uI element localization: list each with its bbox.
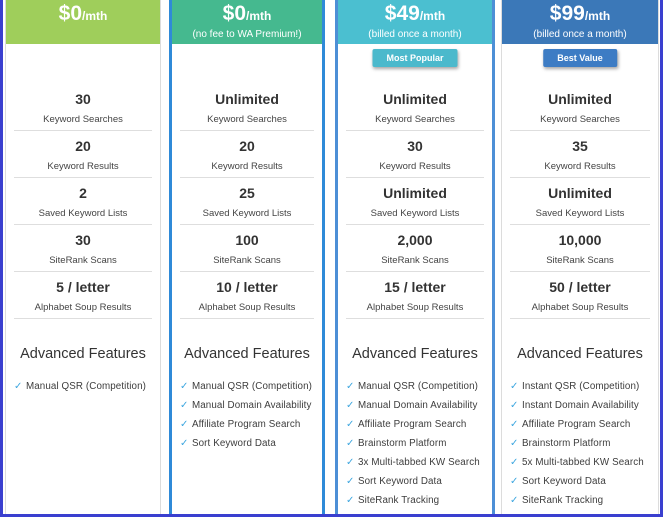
feature-item: ✓ Brainstorm Platform — [346, 434, 490, 453]
plan-49: $49/mth (billed once a month) Most Popul… — [335, 0, 495, 514]
stat-saved-lists: 2 Saved Keyword Lists — [14, 178, 152, 225]
stat-saved-lists: Unlimited Saved Keyword Lists — [510, 178, 650, 225]
stat-keyword-results: 20 Keyword Results — [180, 131, 314, 178]
feature-list: ✓ Manual QSR (Competition) ✓ Manual Domain… — [346, 377, 490, 510]
plan-stats: Unlimited Keyword Searches 35 Keyword Resu… — [510, 84, 650, 319]
check-icon: ✓ — [510, 381, 519, 392]
plan-price: $0/mth — [58, 2, 108, 25]
plan-stats: Unlimited Keyword Searches 20 Keyword Resu… — [180, 84, 314, 319]
advanced-features-title: Advanced Features — [20, 346, 146, 362]
stat-keyword-results: 30 Keyword Results — [346, 131, 484, 178]
stat-keyword-results: 20 Keyword Results — [14, 131, 152, 178]
badge-area: Most Popular — [338, 44, 492, 74]
check-icon: ✓ — [14, 381, 23, 392]
advanced-features-title: Advanced Features — [184, 346, 310, 362]
plan-wa-premium: $0/mth (no fee to WA Premium!) Unlimited… — [169, 0, 325, 514]
check-icon: ✓ — [346, 438, 355, 449]
plan-stats: Unlimited Keyword Searches 30 Keyword Resu… — [346, 84, 484, 319]
stat-alphabet-soup: 10 / letter Alphabet Soup Results — [180, 272, 314, 319]
check-icon: ✓ — [510, 438, 519, 449]
plan-header: $49/mth (billed once a month) — [338, 0, 492, 44]
feature-list: ✓ Manual QSR (Competition) — [14, 377, 158, 396]
plan-header: $0/mth — [6, 0, 160, 44]
feature-item: ✓ 3x Multi-tabbed KW Search — [346, 453, 490, 472]
plan-billing-note: (billed once a month) — [533, 29, 627, 40]
check-icon: ✓ — [346, 495, 355, 506]
stat-saved-lists: 25 Saved Keyword Lists — [180, 178, 314, 225]
feature-item: ✓ Brainstorm Platform — [510, 434, 656, 453]
stat-siterank-scans: 30 SiteRank Scans — [14, 225, 152, 272]
feature-item: ✓ Manual Domain Availability — [180, 396, 320, 415]
feature-item: ✓ Instant QSR (Competition) — [510, 377, 656, 396]
plan-billing-note: (no fee to WA Premium!) — [192, 29, 302, 40]
stat-saved-lists: Unlimited Saved Keyword Lists — [346, 178, 484, 225]
feature-item: ✓ Manual QSR (Competition) — [346, 377, 490, 396]
stat-keyword-searches: Unlimited Keyword Searches — [180, 84, 314, 131]
stat-keyword-searches: Unlimited Keyword Searches — [346, 84, 484, 131]
stat-alphabet-soup: 5 / letter Alphabet Soup Results — [14, 272, 152, 319]
check-icon: ✓ — [180, 438, 189, 449]
check-icon: ✓ — [180, 419, 189, 430]
stat-alphabet-soup: 15 / letter Alphabet Soup Results — [346, 272, 484, 319]
feature-item: ✓ Manual Domain Availability — [346, 396, 490, 415]
check-icon: ✓ — [346, 419, 355, 430]
feature-item: ✓ Manual QSR (Competition) — [14, 377, 158, 396]
check-icon: ✓ — [510, 457, 519, 468]
stat-siterank-scans: 2,000 SiteRank Scans — [346, 225, 484, 272]
plan-price: $99/mth — [549, 2, 611, 25]
feature-item: ✓ Sort Keyword Data — [180, 434, 320, 453]
feature-item: ✓ Affiliate Program Search — [510, 415, 656, 434]
plan-billing-note: (billed once a month) — [368, 29, 462, 40]
check-icon: ✓ — [346, 400, 355, 411]
feature-item: ✓ Instant Domain Availability — [510, 396, 656, 415]
check-icon: ✓ — [346, 381, 355, 392]
feature-list: ✓ Manual QSR (Competition) ✓ Manual Domain… — [180, 377, 320, 453]
plan-header: $99/mth (billed once a month) — [502, 0, 658, 44]
plan-stats: 30 Keyword Searches 20 Keyword Results 2 Sa… — [14, 84, 152, 319]
feature-item: ✓ Sort Keyword Data — [510, 472, 656, 491]
feature-list: ✓ Instant QSR (Competition) ✓ Instant Doma… — [510, 377, 656, 510]
check-icon: ✓ — [346, 476, 355, 487]
stat-siterank-scans: 100 SiteRank Scans — [180, 225, 314, 272]
check-icon: ✓ — [510, 476, 519, 487]
badge-area: Best Value — [502, 44, 658, 74]
check-icon: ✓ — [180, 381, 189, 392]
plan-price: $0/mth — [222, 2, 272, 25]
plan-99: $99/mth (billed once a month) Best Value… — [501, 0, 659, 514]
stat-siterank-scans: 10,000 SiteRank Scans — [510, 225, 650, 272]
stat-keyword-searches: 30 Keyword Searches — [14, 84, 152, 131]
stat-alphabet-soup: 50 / letter Alphabet Soup Results — [510, 272, 650, 319]
feature-item: ✓ Affiliate Program Search — [346, 415, 490, 434]
check-icon: ✓ — [510, 400, 519, 411]
check-icon: ✓ — [510, 419, 519, 430]
most-popular-badge: Most Popular — [372, 49, 458, 67]
plan-free: $0/mth 30 Keyword Searches 20 Keyword Resu… — [5, 0, 161, 514]
feature-item: ✓ 5x Multi-tabbed KW Search — [510, 453, 656, 472]
plan-header: $0/mth (no fee to WA Premium!) — [172, 0, 322, 44]
check-icon: ✓ — [510, 495, 519, 506]
check-icon: ✓ — [346, 457, 355, 468]
advanced-features-title: Advanced Features — [517, 346, 643, 362]
feature-item: ✓ Affiliate Program Search — [180, 415, 320, 434]
feature-item: ✓ Sort Keyword Data — [346, 472, 490, 491]
check-icon: ✓ — [180, 400, 189, 411]
feature-item: ✓ SiteRank Tracking — [346, 491, 490, 510]
feature-item: ✓ SiteRank Tracking — [510, 491, 656, 510]
best-value-badge: Best Value — [543, 49, 617, 67]
advanced-features-title: Advanced Features — [352, 346, 478, 362]
feature-item: ✓ Manual QSR (Competition) — [180, 377, 320, 396]
stat-keyword-results: 35 Keyword Results — [510, 131, 650, 178]
plan-price: $49/mth — [384, 2, 446, 25]
stat-keyword-searches: Unlimited Keyword Searches — [510, 84, 650, 131]
